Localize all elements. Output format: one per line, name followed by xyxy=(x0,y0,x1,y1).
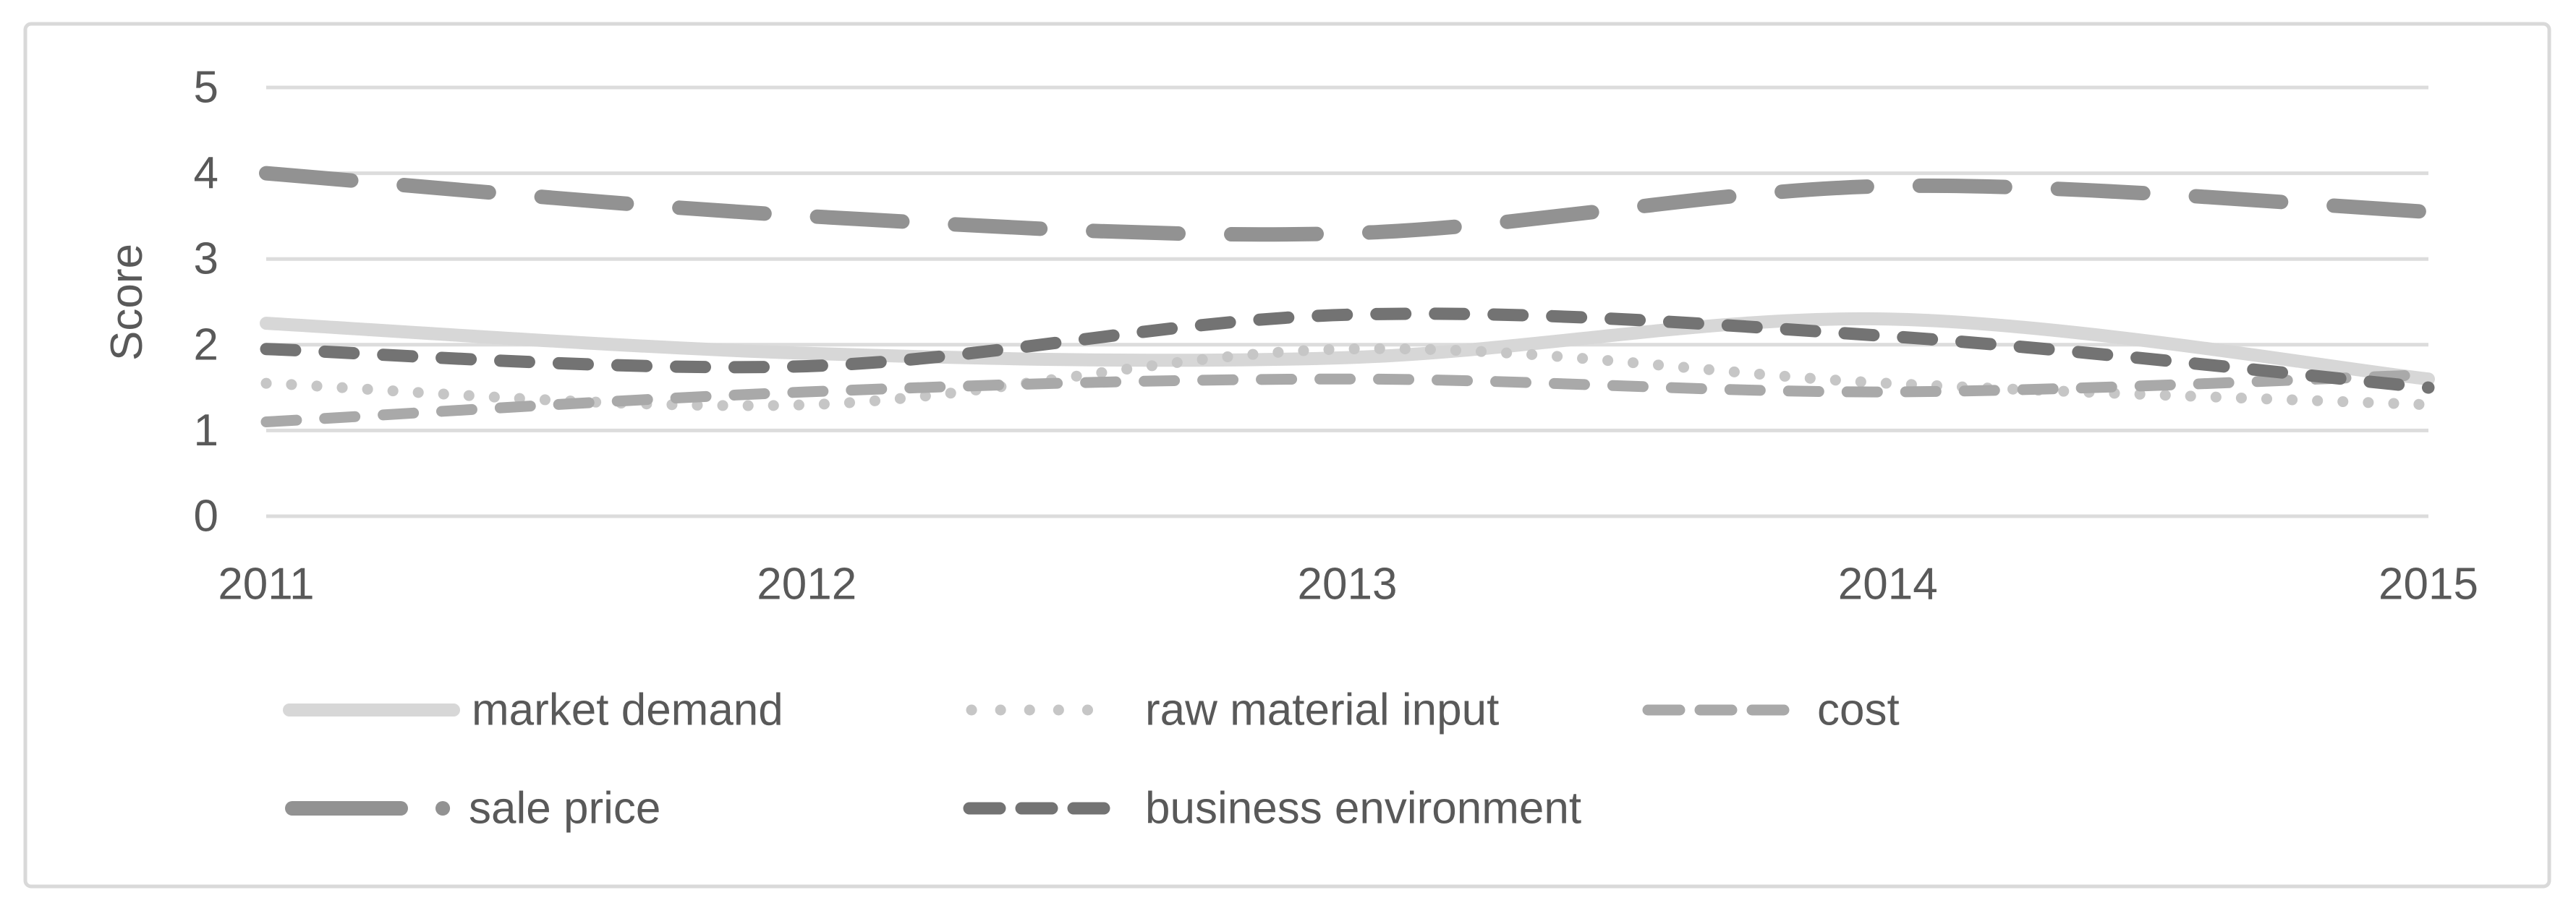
x-tick-label-2011: 2011 xyxy=(218,560,314,610)
legend-label-business-environment: business environment xyxy=(1145,784,1581,834)
y-tick-label-3: 3 xyxy=(194,234,218,284)
x-tick-label-2012: 2012 xyxy=(757,560,856,610)
y-tick-label-1: 1 xyxy=(194,406,218,456)
x-tick-label-2015: 2015 xyxy=(2379,560,2478,610)
series-line-sale-price xyxy=(259,166,2436,242)
chart-border xyxy=(23,22,2551,889)
y-tick-label-0: 0 xyxy=(194,492,218,542)
y-tick-label-2: 2 xyxy=(194,320,218,369)
legend-item-cost: cost xyxy=(1642,685,1900,735)
legend-item-market-demand: market demand xyxy=(283,685,783,735)
legend-label-sale-price: sale price xyxy=(469,784,660,834)
series-line-cost xyxy=(260,369,2434,428)
legend-label-market-demand: market demand xyxy=(472,685,783,735)
gridlines xyxy=(266,85,2428,518)
legend-label-cost: cost xyxy=(1817,685,1900,735)
series-line-business-environment xyxy=(260,307,2435,394)
x-axis-tick-labels: 2011 2012 2013 2014 2015 xyxy=(218,560,2478,610)
legend-label-raw-material-input: raw material input xyxy=(1145,685,1499,735)
x-tick-label-2013: 2013 xyxy=(1298,560,1398,610)
legend-item-raw-material-input: raw material input xyxy=(966,685,1499,735)
legend-item-sale-price: sale price xyxy=(285,784,660,834)
series-lines xyxy=(259,166,2436,428)
series-line-market-demand xyxy=(260,312,2435,386)
x-tick-label-2014: 2014 xyxy=(1838,560,1938,610)
y-tick-label-5: 5 xyxy=(194,63,218,113)
legend-item-business-environment: business environment xyxy=(963,784,1581,834)
y-tick-label-4: 4 xyxy=(194,148,218,198)
y-axis-title: Score xyxy=(102,244,152,361)
legend: market demand raw material input cost sale … xyxy=(283,685,1900,834)
y-axis-tick-labels: 0 1 2 3 4 5 xyxy=(194,63,218,542)
